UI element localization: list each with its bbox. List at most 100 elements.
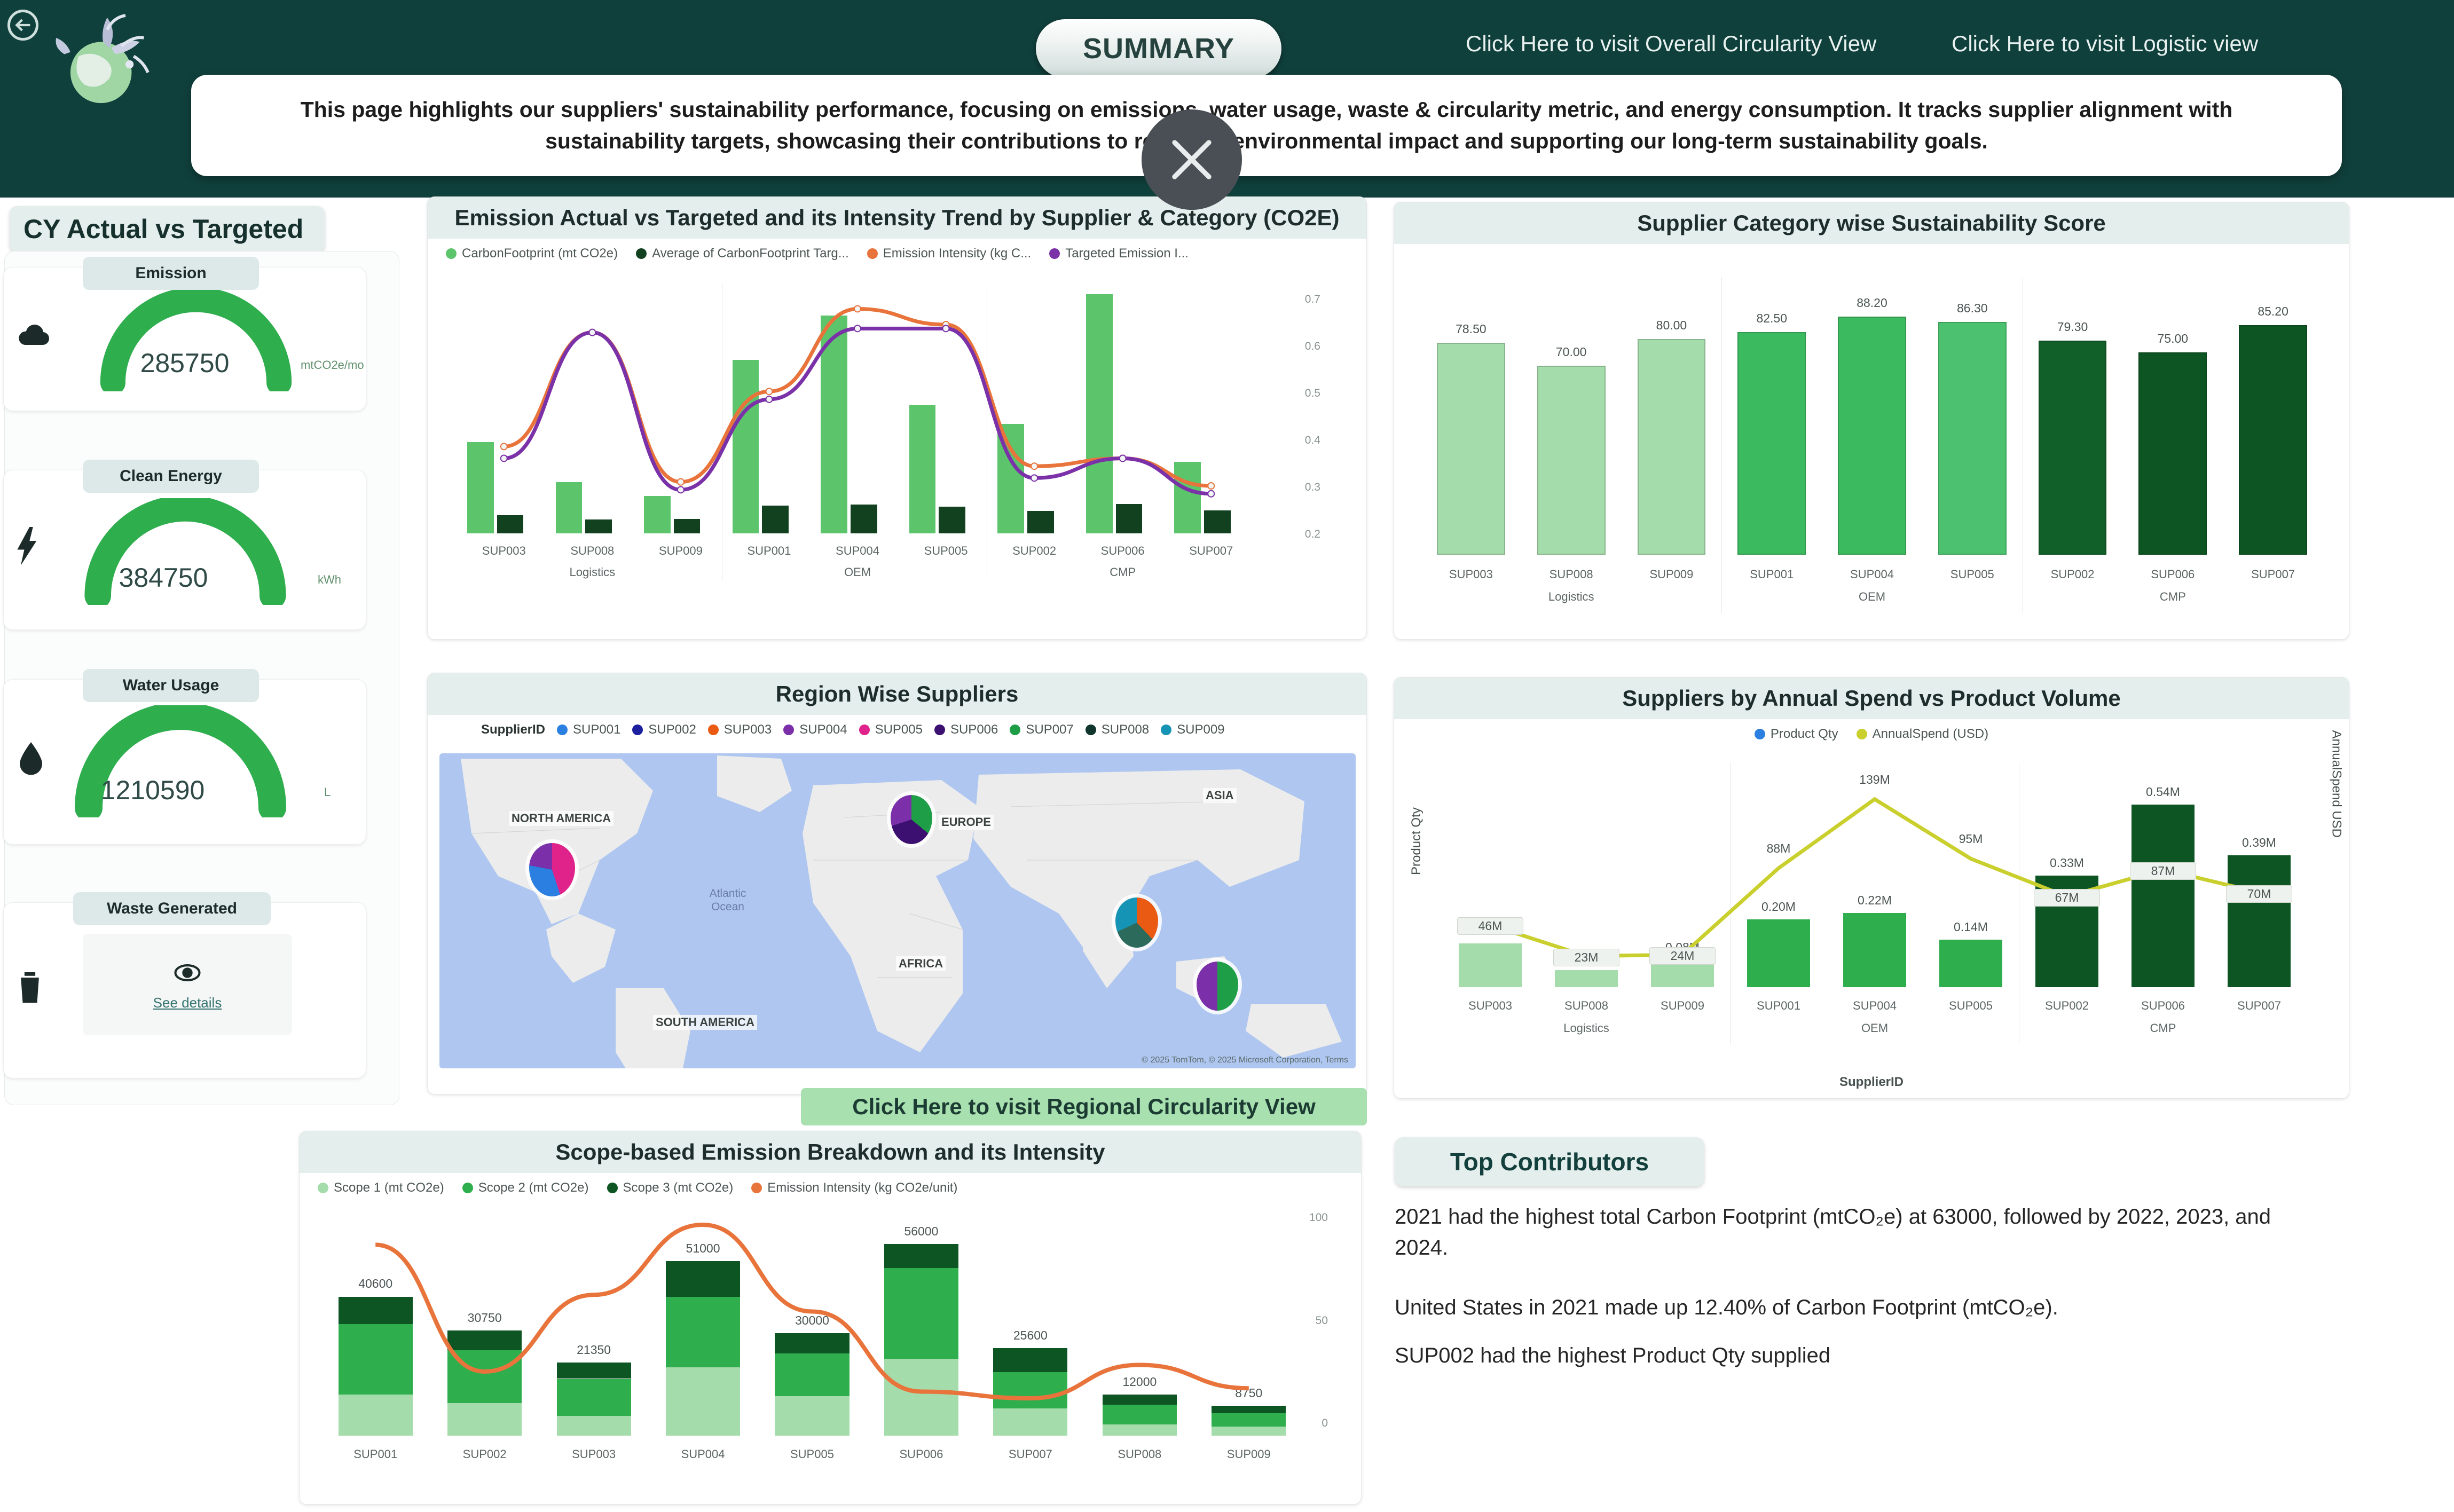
- kpi-card-water-usage[interactable]: Water Usage 1210590 L: [3, 669, 366, 845]
- bar-total-label: 56000: [904, 1224, 939, 1238]
- regional-circularity-button[interactable]: Click Here to visit Regional Circularity…: [801, 1088, 1367, 1125]
- kpi-value-water-usage: 1210590: [100, 775, 205, 805]
- stacked-bar-segment: [993, 1372, 1068, 1408]
- x-axis-tick-label: SUP004: [836, 544, 879, 557]
- legend-item[interactable]: SUP007: [1010, 722, 1074, 737]
- legend-item[interactable]: SUP004: [783, 722, 847, 737]
- line-value-label: 46M: [1457, 917, 1523, 935]
- legend-label: Targeted Emission I...: [1065, 246, 1189, 261]
- legend-item[interactable]: SUP001: [557, 722, 620, 737]
- map-pie-marker-southeast-asia[interactable]: [1197, 962, 1238, 1011]
- legend-item[interactable]: Scope 1 (mt CO2e): [318, 1180, 444, 1195]
- legend-item[interactable]: SUP009: [1161, 722, 1225, 737]
- kpi-card-waste-generated[interactable]: Waste Generated See details: [3, 892, 366, 1078]
- bar: [1737, 332, 1806, 555]
- back-arrow-icon[interactable]: [7, 10, 38, 41]
- summary-button[interactable]: SUMMARY: [1036, 19, 1281, 78]
- legend-item[interactable]: SUP006: [934, 722, 998, 737]
- stacked-bar-segment: [775, 1333, 850, 1353]
- map-pie-marker-europe[interactable]: [891, 795, 932, 844]
- kpi-label-emission: Emission: [83, 257, 259, 290]
- map-legend: SupplierID SUP001 SUP002 SUP003 SUP004 S…: [428, 715, 1366, 737]
- legend-item[interactable]: Emission Intensity (kg C...: [867, 246, 1031, 261]
- chart-region-title: Region Wise Suppliers: [428, 673, 1366, 715]
- bar-value-label: 82.50: [1756, 311, 1787, 326]
- see-details-link[interactable]: See details: [153, 994, 222, 1011]
- line-value-label: 87M: [2130, 862, 2196, 880]
- waste-details-box[interactable]: See details: [83, 934, 292, 1035]
- top-contributors-line: SUP002 had the highest Product Qty suppl…: [1395, 1344, 1831, 1367]
- stacked-bar-segment: [775, 1353, 850, 1397]
- link-overall-circularity-view[interactable]: Click Here to visit Overall Circularity …: [1466, 31, 1877, 56]
- map-pie-marker-north-america[interactable]: [529, 843, 575, 896]
- legend-label: Product Qty: [1770, 727, 1838, 741]
- x-axis-tick-label: SUP009: [1649, 568, 1694, 581]
- legend-item[interactable]: SUP002: [632, 722, 696, 737]
- chart-emission-trend-plot: SUP003 SUP008 SUP009 SUP001 SUP004 SUP005 SUP0…: [460, 277, 1320, 581]
- link-logistic-view[interactable]: Click Here to visit Logistic view: [1952, 31, 2259, 56]
- stacked-bar-segment: [666, 1367, 741, 1436]
- bar-segment: [732, 360, 759, 533]
- x-axis-tick-label: SUP006: [1100, 544, 1145, 557]
- chart-emission-trend-legend: CarbonFootprint (mt CO2e) Average of Car…: [428, 239, 1366, 261]
- legend-item[interactable]: SUP005: [859, 722, 923, 737]
- kpi-card-clean-energy[interactable]: Clean Energy 384750 kWh: [3, 460, 366, 630]
- legend-color-swatch: [1161, 724, 1172, 735]
- legend-item[interactable]: SUP008: [1085, 722, 1150, 737]
- y-axis-tick-label: 0.2: [1304, 528, 1320, 540]
- bar: [1637, 338, 1706, 555]
- legend-item[interactable]: Targeted Emission I...: [1049, 246, 1189, 261]
- legend-item[interactable]: Product Qty: [1754, 727, 1838, 742]
- x-axis-group-label: CMP: [2159, 590, 2186, 603]
- kpi-label-clean-energy: Clean Energy: [83, 460, 259, 493]
- legend-item[interactable]: Scope 2 (mt CO2e): [462, 1180, 589, 1195]
- legend-item[interactable]: AnnualSpend (USD): [1856, 727, 1988, 742]
- bar-value-label: 79.30: [2057, 320, 2088, 334]
- page-description-banner: This page highlights our suppliers' sust…: [191, 75, 2342, 176]
- x-axis-tick-label: SUP008: [1549, 568, 1593, 581]
- bar-value-label: 0.20M: [1761, 900, 1796, 914]
- legend-label: Scope 2 (mt CO2e): [478, 1180, 589, 1195]
- x-axis-tick-label: SUP005: [790, 1447, 834, 1461]
- chart-annual-spend-plot: 0.13MSUP0030.05MSUP0080.08MSUP0090.20MSU…: [1442, 752, 2307, 1046]
- bar-total-label: 30750: [467, 1310, 502, 1325]
- line-overlay: [500, 305, 1215, 498]
- legend-item[interactable]: CarbonFootprint (mt CO2e): [446, 246, 618, 261]
- top-contributors-title: Top Contributors: [1395, 1137, 1704, 1186]
- legend-color-swatch: [783, 724, 795, 735]
- legend-label: Scope 1 (mt CO2e): [334, 1180, 444, 1195]
- world-map[interactable]: NORTH AMERICA SOUTH AMERICA EUROPE AFRIC…: [439, 753, 1356, 1068]
- stacked-bar-segment: [1212, 1405, 1286, 1414]
- close-icon[interactable]: [1142, 109, 1242, 210]
- x-axis-tick-label: SUP008: [570, 544, 615, 557]
- y-axis-tick-label: 0.4: [1304, 434, 1320, 446]
- chart-annual-spend: Suppliers by Annual Spend vs Product Vol…: [1394, 677, 2349, 1099]
- legend-color-swatch: [751, 1183, 762, 1193]
- legend-item[interactable]: Scope 3 (mt CO2e): [607, 1180, 733, 1195]
- legend-label: SUP008: [1101, 722, 1150, 737]
- map-pie-marker-south-asia[interactable]: [1115, 897, 1158, 948]
- x-axis-tick-label: SUP009: [1226, 1447, 1271, 1461]
- stacked-bar-segment: [666, 1297, 741, 1367]
- stacked-bar-segment: [884, 1267, 958, 1359]
- bar-value-label: 0.14M: [1954, 920, 1988, 934]
- legend-item[interactable]: Emission Intensity (kg CO2e/unit): [751, 1180, 957, 1195]
- bar: [1939, 940, 2003, 987]
- legend-color-swatch: [636, 248, 647, 259]
- kpi-unit-emission: mtCO2e/mo: [301, 358, 364, 372]
- globe-sustainability-logo: [42, 3, 164, 115]
- x-axis-group-label: Logistics: [1548, 590, 1594, 603]
- bar: [1938, 321, 2007, 555]
- x-axis-tick-label: SUP001: [353, 1447, 398, 1461]
- legend-item[interactable]: Average of CarbonFootprint Targ...: [636, 246, 849, 261]
- chart-scope-breakdown: Scope-based Emission Breakdown and its I…: [299, 1131, 1362, 1505]
- x-axis-group-label: CMP: [2150, 1021, 2176, 1035]
- legend-item[interactable]: SUP003: [707, 722, 772, 737]
- trash-icon: [15, 968, 44, 1012]
- bar-segment: [939, 507, 966, 533]
- kpi-label-water-usage: Water Usage: [83, 669, 259, 702]
- chart-emission-trend: Emission Actual vs Targeted and its Inte…: [427, 196, 1367, 640]
- y-axis-tick-label: 50: [1315, 1314, 1328, 1327]
- map-ocean-label: Atlantic Ocean: [709, 887, 746, 914]
- kpi-card-emission[interactable]: Emission 285750 mtCO2e/mo: [3, 257, 366, 411]
